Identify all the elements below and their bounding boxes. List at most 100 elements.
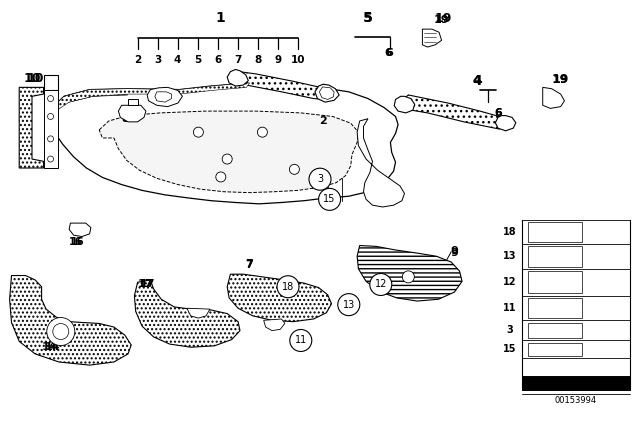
Polygon shape [48,83,398,204]
Text: 10: 10 [23,72,41,85]
Polygon shape [48,90,128,112]
Text: 6: 6 [385,48,393,58]
Text: 19: 19 [551,73,569,86]
Circle shape [290,329,312,352]
Circle shape [403,271,414,283]
Text: 14: 14 [42,342,58,352]
Text: 17: 17 [140,280,155,289]
Text: 12: 12 [374,280,387,289]
Circle shape [193,127,204,137]
Circle shape [319,188,340,211]
Text: 16: 16 [71,237,85,247]
Polygon shape [19,87,44,168]
Polygon shape [227,69,248,86]
Polygon shape [543,87,564,108]
Text: 9: 9 [451,246,458,256]
Polygon shape [187,308,210,318]
Text: 19: 19 [434,12,452,26]
Text: 6: 6 [494,108,502,118]
Circle shape [222,154,232,164]
Text: 10: 10 [26,72,44,85]
Text: 19: 19 [552,75,568,85]
Text: 3: 3 [507,325,513,336]
Text: 6: 6 [385,48,392,58]
Circle shape [338,293,360,316]
Polygon shape [44,75,58,90]
Circle shape [47,156,54,162]
Text: 17: 17 [138,280,154,289]
Text: 18: 18 [503,227,517,237]
Text: 2: 2 [319,116,327,126]
Polygon shape [528,246,582,267]
Text: 7: 7 [246,259,253,269]
Polygon shape [147,87,182,107]
Text: 11: 11 [503,303,517,313]
Polygon shape [118,105,146,122]
Polygon shape [44,90,58,168]
Text: 5: 5 [363,11,373,25]
Text: 11: 11 [294,336,307,345]
Polygon shape [128,99,138,105]
Circle shape [257,127,268,137]
Text: 14: 14 [45,342,60,352]
Text: 8: 8 [121,114,129,124]
Polygon shape [319,87,334,99]
Circle shape [277,276,299,298]
Text: 16: 16 [68,237,83,247]
Text: 6: 6 [494,108,502,118]
Text: 19: 19 [434,15,449,25]
Circle shape [47,95,54,102]
Polygon shape [69,223,91,237]
Text: 00153994: 00153994 [555,396,597,405]
Circle shape [47,136,54,142]
Circle shape [370,273,392,296]
Text: 8: 8 [122,112,129,122]
Text: 15: 15 [323,194,336,204]
Circle shape [52,323,69,340]
Text: 2: 2 [134,56,141,65]
Text: 1: 1 [216,11,226,25]
Polygon shape [528,222,582,242]
Text: 10: 10 [291,56,305,65]
Polygon shape [10,276,131,365]
Polygon shape [528,343,582,356]
Polygon shape [155,92,172,102]
Polygon shape [394,96,415,113]
Circle shape [216,172,226,182]
Polygon shape [403,95,504,129]
Polygon shape [357,246,462,301]
Text: 4: 4 [472,74,481,87]
Text: 2: 2 [319,115,327,125]
Text: 9: 9 [451,248,458,258]
Text: 5: 5 [194,56,201,65]
Text: 9: 9 [274,56,281,65]
Polygon shape [528,298,582,318]
Polygon shape [522,376,630,390]
Text: 6: 6 [214,56,221,65]
Text: 15: 15 [503,345,517,354]
Circle shape [47,318,75,345]
Text: 5: 5 [364,12,372,26]
Text: 4: 4 [174,56,181,65]
Text: 8: 8 [254,56,261,65]
Polygon shape [264,319,285,331]
Text: 3: 3 [154,56,161,65]
Polygon shape [528,323,582,338]
Text: 13: 13 [503,251,517,262]
Polygon shape [237,72,330,99]
Text: 7: 7 [234,56,241,65]
Circle shape [289,164,300,174]
Polygon shape [99,111,358,193]
Polygon shape [227,274,332,322]
Polygon shape [422,29,442,47]
Polygon shape [528,271,582,293]
Text: 12: 12 [503,277,517,287]
Text: 3: 3 [317,174,323,184]
Polygon shape [134,280,240,347]
Text: 13: 13 [342,300,355,310]
Polygon shape [48,83,250,117]
Circle shape [309,168,331,190]
Circle shape [47,113,54,120]
Polygon shape [315,84,339,102]
Polygon shape [357,119,404,207]
